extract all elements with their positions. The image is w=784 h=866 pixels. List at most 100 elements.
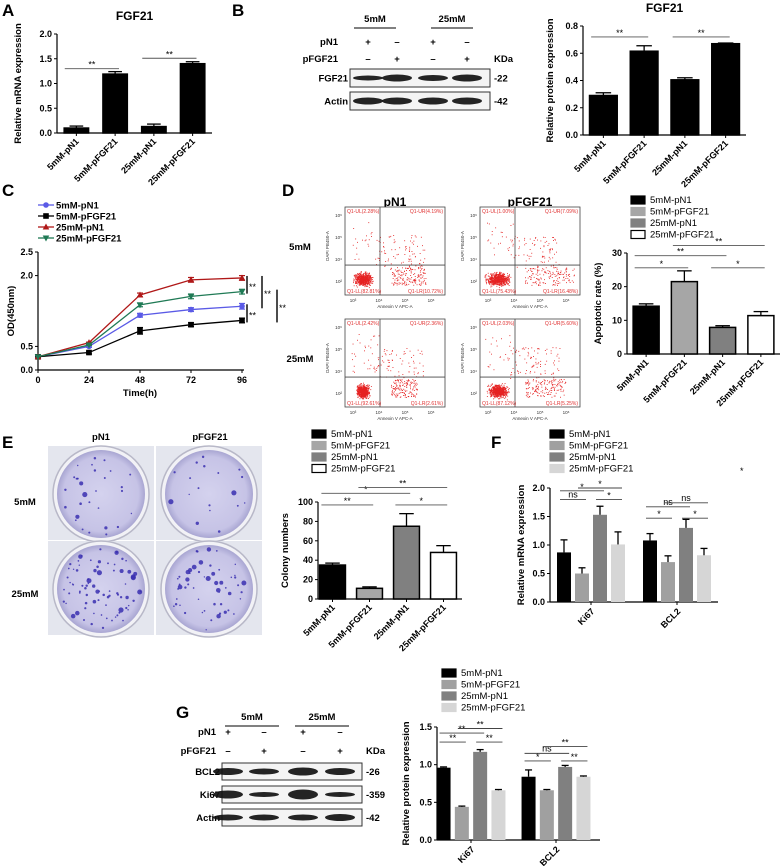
- flow-event-dot: [396, 280, 398, 282]
- blot-row-label: pFGF21: [181, 746, 217, 757]
- flow-event-dot: [537, 392, 539, 394]
- bar: [179, 62, 206, 134]
- colony-dot: [237, 584, 240, 587]
- plus-sign: +: [464, 54, 470, 65]
- flow-event-dot: [502, 280, 504, 281]
- flow-event-dot: [352, 370, 354, 372]
- flow-event-dot: [356, 286, 358, 288]
- flow-event-dot: [556, 268, 558, 270]
- flow-event-dot: [491, 274, 492, 276]
- flow-event-dot: [491, 389, 492, 390]
- colony-dot: [183, 611, 187, 615]
- flow-event-dot: [413, 354, 415, 356]
- flow-event-dot: [492, 390, 494, 392]
- colony-dot: [100, 614, 103, 616]
- flow-event-dot: [525, 381, 527, 383]
- flow-event-dot: [421, 350, 423, 352]
- colony-dot: [125, 595, 129, 600]
- flow-event-dot: [492, 281, 493, 283]
- flow-event-dot: [410, 258, 412, 260]
- flow-event-dot: [405, 246, 407, 247]
- flow-event-dot: [525, 383, 527, 385]
- colony-dot: [215, 587, 221, 593]
- petri-dish: [165, 545, 253, 633]
- legend-swatch: [630, 229, 646, 240]
- flow-event-dot: [535, 390, 537, 392]
- y-axis-label: Relative mRNA expression: [13, 23, 24, 144]
- flow-event-dot: [504, 281, 506, 283]
- flow-event-dot: [492, 277, 494, 279]
- flow-event-dot: [538, 284, 540, 285]
- flow-event-dot: [422, 280, 424, 282]
- flow-event-dot: [507, 387, 509, 388]
- flow-event-dot: [551, 387, 553, 389]
- flow-event-dot: [360, 274, 361, 276]
- flow-event-dot: [402, 277, 404, 279]
- band-label: Actin: [196, 813, 220, 824]
- blot-group-label: 25mM: [439, 14, 466, 25]
- y-tick-label: 0.2: [565, 103, 578, 113]
- flow-event-dot: [501, 282, 503, 284]
- flow-event-dot: [370, 347, 372, 349]
- bar: [521, 776, 536, 840]
- flow-event-dot: [495, 281, 497, 282]
- flow-event-dot: [401, 389, 403, 391]
- y-tick-label: 60: [303, 536, 313, 546]
- flow-event-dot: [553, 386, 554, 388]
- flow-event-dot: [397, 379, 399, 381]
- flow-event-dot: [354, 275, 356, 277]
- flow-event-dot: [366, 235, 367, 237]
- flow-event-dot: [406, 380, 408, 381]
- flow-event-dot: [504, 393, 506, 395]
- flow-event-dot: [364, 386, 366, 388]
- molecular-weight: -22: [494, 74, 508, 85]
- flow-event-dot: [529, 276, 530, 277]
- colony-dot: [95, 490, 97, 492]
- flow-event-dot: [568, 279, 570, 281]
- flow-event-dot: [405, 248, 407, 250]
- flow-event-dot: [391, 249, 393, 251]
- series-line: [37, 319, 243, 358]
- flow-event-dot: [403, 273, 404, 275]
- protein-band: [288, 767, 318, 776]
- flow-event-dot: [368, 398, 369, 399]
- flow-event-dot: [397, 387, 399, 389]
- flow-event-dot: [398, 283, 400, 285]
- flow-event-dot: [357, 391, 358, 393]
- flow-event-dot: [551, 380, 553, 381]
- colony-dot: [124, 583, 127, 585]
- flow-event-dot: [407, 267, 409, 269]
- flow-event-dot: [558, 384, 560, 386]
- flow-event-dot: [542, 392, 544, 394]
- flow-event-dot: [405, 246, 406, 248]
- flow-event-dot: [368, 386, 370, 387]
- flow-event-dot: [369, 277, 371, 279]
- flow-event-dot: [378, 365, 380, 367]
- flow-event-dot: [362, 278, 364, 280]
- flow-event-dot: [420, 270, 422, 272]
- bar: [632, 305, 660, 355]
- flow-event-dot: [510, 374, 512, 376]
- flow-event-dot: [497, 386, 499, 388]
- flow-event-dot: [535, 237, 536, 239]
- quadrant-ll-label: Q1-LL(92.61%): [347, 401, 382, 407]
- flow-event-dot: [367, 387, 369, 389]
- flow-event-dot: [506, 280, 508, 282]
- flow-event-dot: [505, 387, 506, 389]
- colony-dot: [227, 609, 230, 612]
- flow-event-dot: [503, 276, 505, 278]
- flow-event-dot: [549, 380, 551, 382]
- flow-event-dot: [358, 388, 360, 390]
- flow-event-dot: [413, 360, 414, 362]
- flow-event-dot: [404, 395, 406, 396]
- flow-event-dot: [394, 281, 395, 283]
- x-tick-label: 5mM-pN1: [45, 136, 81, 172]
- flow-event-dot: [504, 283, 506, 285]
- flow-event-dot: [364, 280, 366, 281]
- flow-event-dot: [498, 243, 499, 245]
- flow-event-dot: [554, 390, 555, 391]
- flow-event-dot: [402, 385, 404, 386]
- flow-event-dot: [501, 393, 503, 394]
- flow-event-dot: [417, 274, 419, 276]
